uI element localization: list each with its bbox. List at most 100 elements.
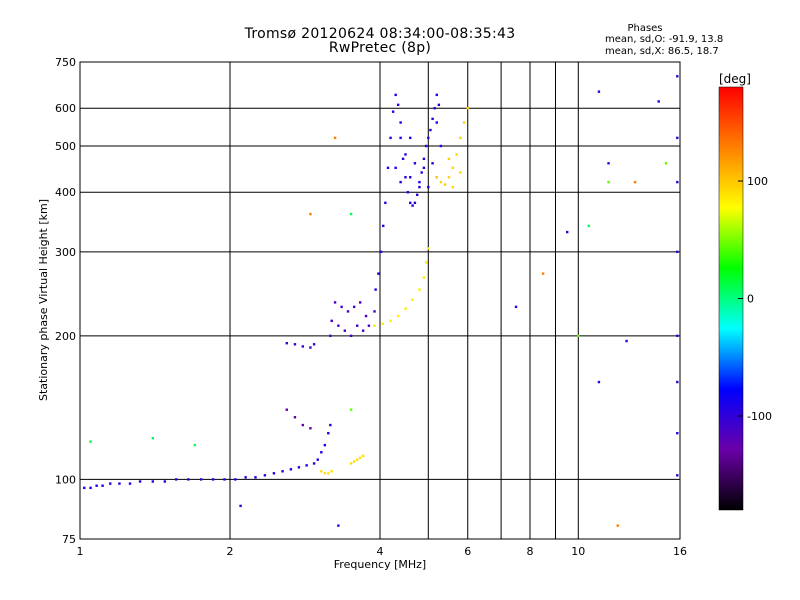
data-point: [443, 183, 447, 186]
x-axis: 1 2 4 6 8 10 16: [77, 545, 688, 558]
data-point: [676, 334, 679, 338]
data-point: [384, 201, 387, 205]
data-point: [597, 380, 601, 384]
data-point: [676, 250, 679, 254]
data-point: [382, 224, 385, 228]
data-point: [312, 462, 316, 465]
data-point: [234, 478, 237, 481]
data-point: [349, 462, 353, 465]
data-point: [193, 443, 197, 447]
data-point: [399, 121, 402, 124]
data-point: [337, 324, 340, 327]
data-point: [333, 301, 337, 304]
data-points: [83, 75, 679, 527]
data-point: [607, 162, 610, 165]
data-point: [587, 224, 591, 228]
data-point: [379, 250, 383, 254]
data-point: [399, 136, 402, 140]
data-point: [101, 484, 104, 487]
data-point: [301, 345, 305, 348]
x-tick-label: 10: [571, 545, 585, 558]
data-point: [439, 144, 443, 148]
data-point: [462, 121, 466, 124]
data-point: [676, 474, 679, 477]
data-point: [109, 482, 112, 485]
data-point: [459, 136, 462, 140]
phases-stats-x: mean, sd,X: 86.5, 18.7: [605, 46, 719, 57]
data-point: [89, 440, 92, 443]
phases-stats-o: mean, sd,O: -91.9, 13.8: [605, 34, 724, 45]
y-tick-label: 75: [62, 533, 76, 546]
y-tick-label: 300: [55, 246, 76, 259]
colorbar-tick-label: 0: [747, 293, 754, 306]
data-point: [447, 157, 451, 161]
data-point: [411, 298, 414, 301]
data-point: [459, 171, 462, 174]
data-point: [272, 472, 276, 475]
data-point: [327, 431, 330, 435]
data-point: [323, 472, 327, 475]
x-tick-label: 6: [464, 545, 471, 558]
data-point: [676, 380, 679, 384]
data-point: [361, 454, 365, 458]
data-point: [406, 191, 410, 194]
data-point: [396, 103, 400, 107]
data-point: [625, 339, 628, 343]
data-point: [361, 329, 365, 332]
data-point: [451, 166, 455, 170]
phases-stats-heading: Phases: [627, 23, 663, 34]
data-point: [435, 176, 438, 179]
data-point: [422, 276, 426, 279]
data-point: [514, 305, 518, 309]
data-point: [349, 408, 353, 411]
y-tick-label: 500: [55, 140, 76, 153]
data-point: [418, 180, 421, 184]
data-point: [309, 346, 312, 349]
data-point: [676, 136, 679, 140]
data-point: [309, 427, 312, 430]
data-point: [597, 90, 601, 93]
data-point: [427, 185, 430, 189]
x-tick-label: 2: [227, 545, 234, 558]
data-point: [451, 185, 455, 189]
data-point: [337, 524, 340, 527]
data-point: [285, 408, 288, 411]
data-point: [664, 162, 668, 165]
data-point: [389, 136, 392, 140]
data-point: [431, 162, 434, 165]
data-point: [175, 478, 178, 481]
data-point: [89, 486, 92, 490]
data-point: [404, 176, 407, 179]
colorbar: [deg] -100 0 100: [718, 72, 772, 511]
data-point: [418, 185, 421, 189]
data-point: [128, 482, 132, 485]
data-point: [358, 456, 362, 459]
data-point: [239, 504, 242, 508]
data-point: [676, 180, 679, 184]
data-point: [427, 247, 430, 250]
data-point: [435, 121, 438, 124]
data-point: [312, 343, 316, 346]
plot-frame: [79, 61, 681, 540]
x-tick-label: 8: [527, 545, 534, 558]
data-point: [447, 176, 451, 179]
data-point: [346, 310, 350, 313]
y-axis-label: Stationary phase Virtual Height [km]: [37, 199, 50, 401]
data-point: [381, 322, 384, 325]
data-point: [657, 100, 660, 103]
data-point: [404, 307, 407, 310]
data-point: [435, 93, 438, 97]
data-point: [83, 486, 86, 490]
data-point: [323, 443, 327, 447]
data-point: [399, 180, 402, 184]
data-point: [413, 162, 417, 165]
data-point: [263, 474, 267, 477]
data-point: [309, 212, 312, 216]
chart-subtitle: RwPretec (8p): [328, 40, 432, 56]
data-point: [409, 176, 412, 179]
x-tick-label: 16: [673, 545, 687, 558]
data-point: [420, 171, 423, 174]
data-point: [285, 341, 288, 345]
x-tick-label: 4: [377, 545, 384, 558]
data-point: [367, 324, 371, 327]
